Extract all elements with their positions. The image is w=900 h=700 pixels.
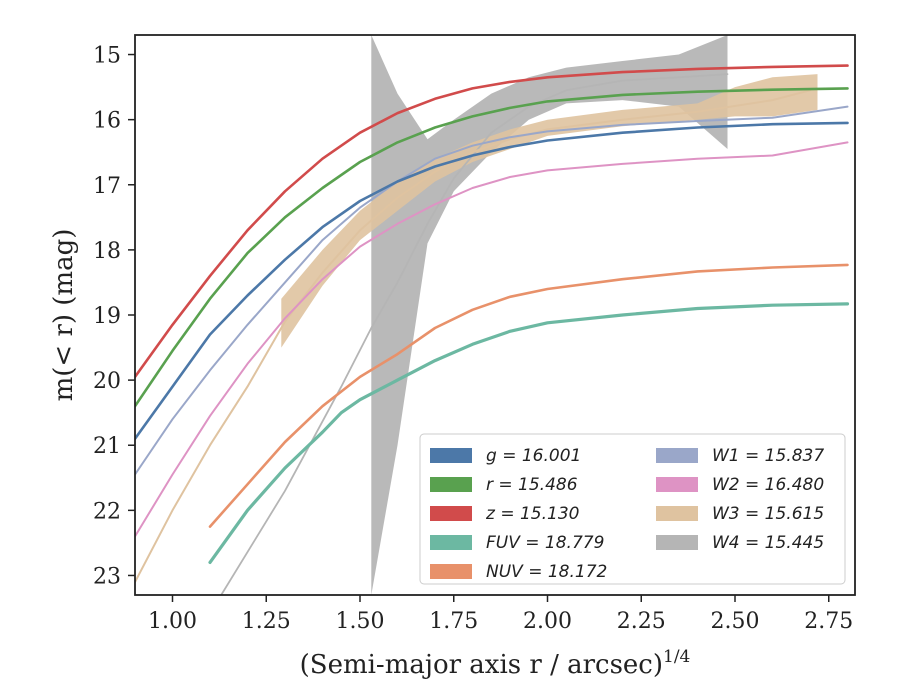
legend-swatch-W4: [656, 535, 698, 550]
legend-label-W1: W1 = 15.837: [712, 446, 824, 466]
y-tick-label: 18: [93, 239, 121, 264]
legend-label-W2: W2 = 16.480: [712, 475, 824, 495]
x-tick-label: 2.50: [711, 609, 760, 634]
legend-label-W4: W4 = 15.445: [712, 533, 824, 553]
y-tick-label: 21: [93, 434, 121, 459]
series-line-W4: [220, 73, 729, 595]
legend-swatch-W3: [656, 506, 698, 521]
legend-label-W3: W3 = 15.615: [712, 504, 824, 524]
legend-label-z: z = 15.130: [485, 504, 579, 524]
x-axis: 1.00 1.25 1.50 1.75 2.00 2.25 2.50 2.75: [148, 595, 853, 634]
series-line-W1: [135, 105, 849, 476]
series-line-FUV: [208, 302, 850, 564]
x-tick-label: 1.00: [148, 609, 197, 634]
x-axis-label: (Semi-major axis r / arcsec)1/4: [300, 647, 691, 680]
y-tick-label: 16: [93, 109, 121, 134]
legend-label-r: r = 15.486: [486, 475, 578, 495]
legend-swatch-g: [430, 448, 472, 463]
series-line-W2: [135, 141, 849, 538]
y-tick-label: 19: [93, 304, 121, 329]
y-axis: 15 16 17 18 19 20 21 22 23: [93, 44, 135, 589]
legend: g = 16.001 r = 15.486 z = 15.130 FUV = 18.7…: [419, 433, 846, 585]
y-axis-label: m(< r) (mag): [49, 229, 79, 402]
y-tick-label: 17: [93, 174, 121, 199]
legend-frame: [419, 433, 846, 585]
y-tick-label: 23: [93, 564, 121, 589]
legend-swatch-FUV: [430, 535, 472, 550]
y-tick-label: 20: [93, 369, 121, 394]
series-line-z: [135, 64, 849, 379]
legend-swatch-r: [430, 477, 472, 492]
series-lines: [135, 64, 850, 595]
legend-label-FUV: FUV = 18.779: [486, 533, 604, 553]
series-line-NUV: [208, 263, 849, 528]
legend-swatch-W1: [656, 448, 698, 463]
band-W4: [371, 35, 728, 595]
legend-label-g: g = 16.001: [486, 446, 581, 466]
series-line-W3: [135, 89, 811, 583]
legend-swatch-W2: [656, 477, 698, 492]
legend-label-NUV: NUV = 18.172: [486, 562, 607, 582]
legend-swatch-z: [430, 506, 472, 521]
x-tick-label: 2.25: [617, 609, 666, 634]
legend-swatch-NUV: [430, 564, 472, 579]
x-tick-label: 2.00: [523, 609, 572, 634]
x-tick-label: 1.75: [429, 609, 478, 634]
x-tick-label: 1.50: [336, 609, 385, 634]
series-line-g: [135, 121, 849, 440]
series-line-r: [135, 87, 849, 408]
y-tick-label: 15: [93, 44, 121, 69]
x-tick-label: 2.75: [804, 609, 853, 634]
y-tick-label: 22: [93, 499, 121, 524]
x-tick-label: 1.25: [242, 609, 291, 634]
